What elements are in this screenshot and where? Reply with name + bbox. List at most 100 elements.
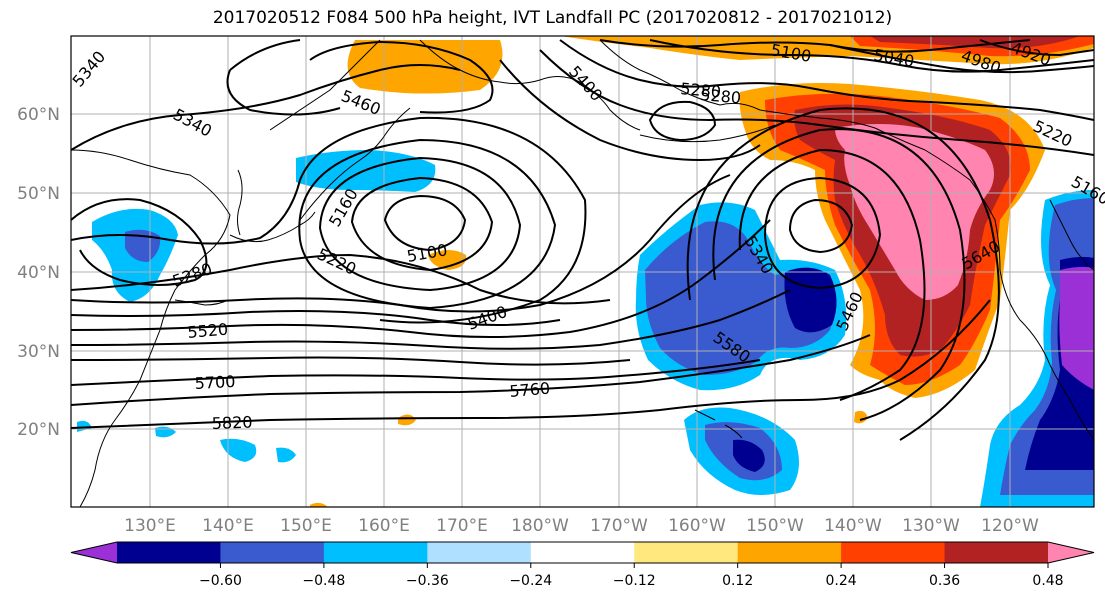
contour-label: 5280 xyxy=(700,85,742,107)
colorbar-tick-label: 0.24 xyxy=(826,573,857,589)
coastline-bc-coast xyxy=(924,149,1051,366)
contour-5640 xyxy=(71,356,631,366)
lon-label-group: 130°E 140°E 150°E 160°E 170°E 180°W 170°… xyxy=(124,516,1039,536)
colorbar-ticks xyxy=(219,563,1049,568)
contour-5340 xyxy=(71,64,461,151)
contour-north-ridge xyxy=(226,39,341,116)
contour-low-innermost xyxy=(383,194,467,252)
lat-label: 60°N xyxy=(17,105,60,125)
ivt-positive-region-north xyxy=(347,40,503,94)
colorbar-extend-max xyxy=(1048,542,1094,563)
lon-label: 130°E xyxy=(124,516,176,536)
lon-label: 170°W xyxy=(590,516,648,536)
contour-5760 xyxy=(71,334,871,406)
ivt-negative-central-dark xyxy=(784,267,837,333)
lon-label: 170°E xyxy=(436,516,488,536)
map-title: 2017020512 F084 500 hPa height, IVT Land… xyxy=(212,8,893,28)
ivt-negative-central-mid xyxy=(645,221,834,375)
ivt-positive-small-blob-1 xyxy=(398,414,416,426)
colorbar-segment xyxy=(737,542,842,563)
contour-5220 xyxy=(71,116,587,324)
colorbar-segment xyxy=(427,542,532,563)
lat-label: 20°N xyxy=(17,420,60,440)
lon-label: 150°W xyxy=(746,516,804,536)
lat-label: 50°N xyxy=(17,184,60,204)
contour-northeast-low-2 xyxy=(763,176,882,290)
contour-5580 xyxy=(71,289,791,350)
lon-label: 160°E xyxy=(358,516,410,536)
coastline-aleutians xyxy=(639,124,776,143)
contour-5160-north xyxy=(559,39,1094,121)
coastline-baja xyxy=(1049,364,1094,441)
lon-label: 160°W xyxy=(668,516,726,536)
height-contours xyxy=(71,39,1094,441)
colorbar-segment xyxy=(634,542,739,563)
ivt-negative-small-3 xyxy=(155,426,176,438)
contour-5700 xyxy=(71,359,761,386)
contour-label: 5520 xyxy=(187,320,229,342)
contour-northeast-trough-1 xyxy=(738,148,926,401)
colorbar-segment xyxy=(944,542,1049,563)
colorbar-segment xyxy=(117,542,221,563)
contour-label: 5760 xyxy=(509,379,551,401)
coastline-kuril-chain xyxy=(299,107,411,221)
contour-label: 5820 xyxy=(211,413,252,433)
contour-label: 5280 xyxy=(170,259,215,291)
contour-northeast-low xyxy=(788,198,854,254)
colorbar-segment xyxy=(841,542,946,563)
colorbar-labels: −0.60 −0.48 −0.36 −0.24 −0.12 0.12 0.24 0.36 0.4… xyxy=(199,573,1064,589)
contour-northeast-trough-2 xyxy=(712,128,966,421)
lat-label: 40°N xyxy=(17,263,60,283)
contour-label: 5220 xyxy=(314,244,359,278)
contour-5280 xyxy=(71,253,611,305)
colorbar-tick-label: −0.60 xyxy=(199,573,242,589)
contour-low-2 xyxy=(350,176,494,272)
ivt-negative-subtropical-dark xyxy=(733,439,765,472)
colorbar-tick-label: −0.48 xyxy=(302,573,345,589)
ivt-positive-small-blob-3 xyxy=(310,502,328,507)
contour-low-4 xyxy=(298,138,557,310)
colorbar-tick-label: 0.48 xyxy=(1032,573,1063,589)
ivt-positive-pink-main xyxy=(835,124,994,300)
contour-4920 xyxy=(979,39,1094,57)
ivt-positive-small-170e xyxy=(428,250,467,270)
colorbar-tick-label: −0.36 xyxy=(406,573,449,589)
contour-northeast-trough-3 xyxy=(686,107,1000,441)
map-frame xyxy=(70,35,1095,508)
contour-label: 5340 xyxy=(69,47,110,90)
lon-label: 180°W xyxy=(511,516,569,536)
colorbar-segment xyxy=(323,542,428,563)
lon-label: 150°E xyxy=(280,516,332,536)
contour-closed-north xyxy=(648,100,717,142)
contour-5520 xyxy=(71,219,771,338)
colorbar-tick-label: −0.24 xyxy=(509,573,552,589)
colorbar-segments xyxy=(70,541,1095,564)
contour-label: 5280 xyxy=(680,79,722,101)
lon-label: 140°E xyxy=(202,516,254,536)
ivt-negative-small-2 xyxy=(276,447,296,463)
contour-label: 5400 xyxy=(465,302,510,334)
ivt-positive-small-blob-2 xyxy=(854,410,868,424)
lat-label: 30°N xyxy=(17,342,60,362)
lon-label: 140°W xyxy=(824,516,882,536)
lat-label-group: 60°N 50°N 40°N 30°N 20°N xyxy=(17,105,60,440)
colorbar-segment xyxy=(220,542,325,563)
contour-north-ridge-2 xyxy=(309,40,494,114)
coastline-asia xyxy=(71,149,231,507)
contour-5280-north xyxy=(499,59,761,162)
coastline-hawaii xyxy=(694,409,743,439)
contour-5040 xyxy=(649,39,1094,73)
coastline-sakhalin xyxy=(237,169,243,236)
coastlines xyxy=(71,39,1094,507)
colorbar-segment xyxy=(530,542,635,563)
contour-5220-north xyxy=(539,49,1094,156)
contour-low-3 xyxy=(318,156,522,292)
lon-label: 120°W xyxy=(981,516,1039,536)
lon-label: 130°W xyxy=(902,516,960,536)
coastline-kamchatka xyxy=(269,39,381,131)
contour-label: 5340 xyxy=(170,105,215,141)
coastline-alaska xyxy=(599,39,926,151)
colorbar-extend-min xyxy=(71,542,117,563)
colorbar-tick-label: −0.12 xyxy=(613,573,656,589)
